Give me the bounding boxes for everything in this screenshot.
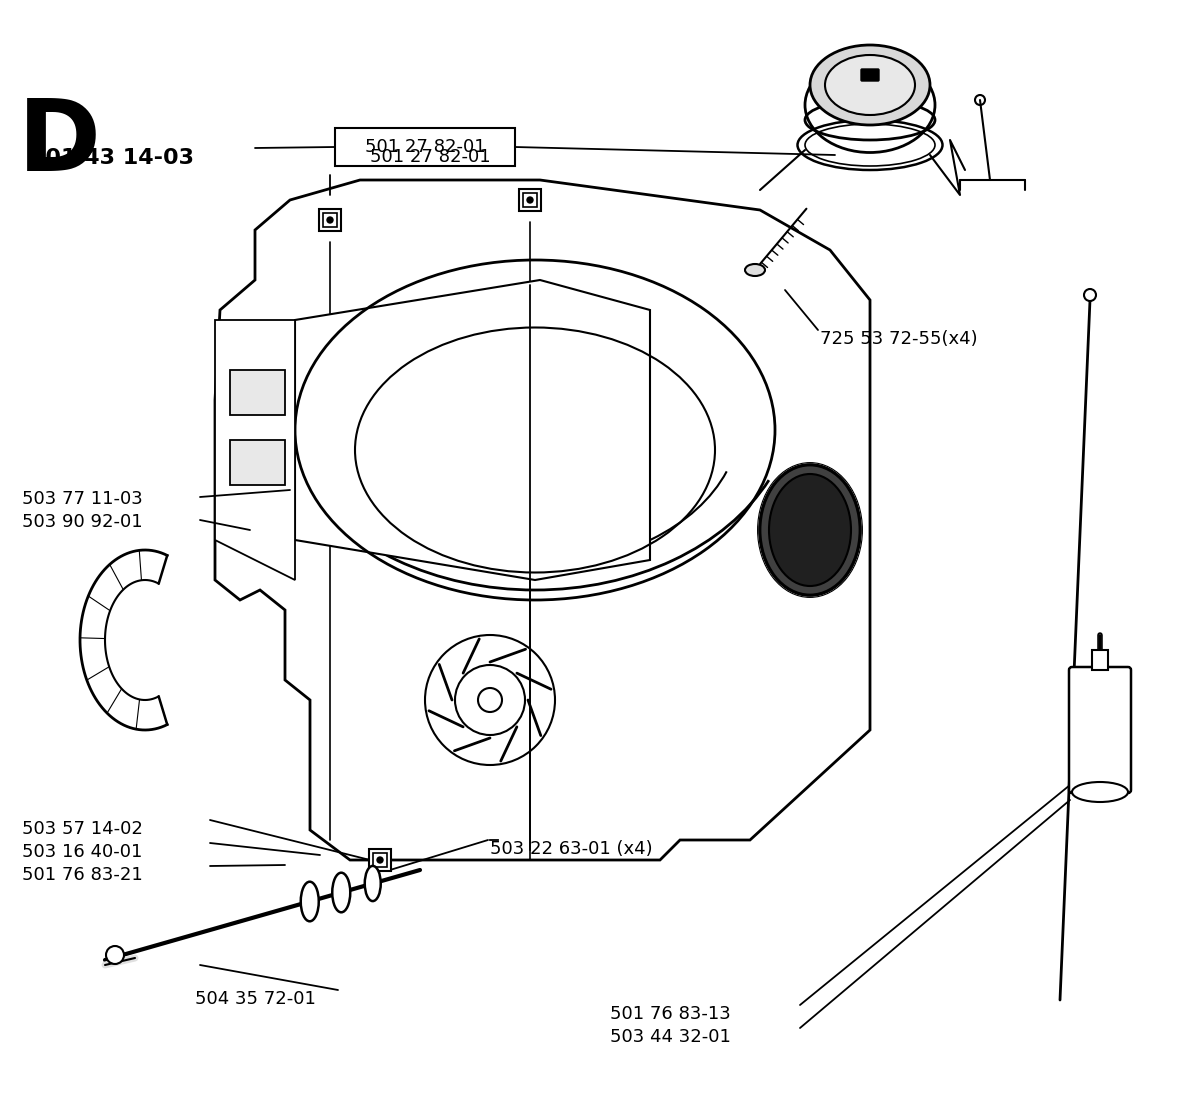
- Circle shape: [478, 688, 502, 712]
- Text: 501 76 83-13: 501 76 83-13: [610, 1006, 731, 1023]
- Text: 503 22 63-01 (x4): 503 22 63-01 (x4): [490, 840, 653, 857]
- Ellipse shape: [301, 882, 319, 922]
- Circle shape: [377, 857, 383, 863]
- Text: 501 27 82-01: 501 27 82-01: [365, 138, 485, 156]
- FancyBboxPatch shape: [523, 193, 538, 207]
- FancyBboxPatch shape: [373, 853, 386, 867]
- Ellipse shape: [826, 55, 916, 115]
- Ellipse shape: [810, 45, 930, 125]
- Polygon shape: [215, 320, 295, 580]
- Circle shape: [326, 217, 334, 223]
- Circle shape: [106, 946, 124, 964]
- FancyBboxPatch shape: [319, 209, 341, 231]
- Text: 503 44 32-01: 503 44 32-01: [610, 1028, 731, 1046]
- FancyBboxPatch shape: [370, 849, 391, 871]
- Text: 501 43 14-03: 501 43 14-03: [30, 148, 194, 168]
- Circle shape: [527, 197, 533, 203]
- FancyBboxPatch shape: [1092, 650, 1108, 670]
- Text: 503 16 40-01: 503 16 40-01: [22, 843, 143, 861]
- FancyBboxPatch shape: [230, 440, 286, 485]
- Polygon shape: [215, 180, 870, 860]
- Text: SELT•P.RU: SELT•P.RU: [430, 394, 731, 446]
- Ellipse shape: [769, 474, 851, 586]
- Text: 501 27 82-01: 501 27 82-01: [370, 148, 491, 166]
- FancyBboxPatch shape: [335, 128, 515, 166]
- Ellipse shape: [365, 866, 380, 901]
- Text: 503 77 11-03: 503 77 11-03: [22, 490, 143, 508]
- Ellipse shape: [805, 57, 935, 152]
- Text: 504 35 72-01: 504 35 72-01: [194, 990, 316, 1008]
- Ellipse shape: [1072, 782, 1128, 802]
- Circle shape: [1084, 290, 1096, 301]
- Ellipse shape: [745, 264, 766, 276]
- Polygon shape: [295, 280, 650, 580]
- Text: SELT•P.RU: SELT•P.RU: [430, 734, 731, 786]
- Text: 501 76 83-21: 501 76 83-21: [22, 866, 143, 884]
- Circle shape: [455, 665, 526, 735]
- Ellipse shape: [332, 873, 350, 913]
- Text: D: D: [18, 95, 101, 192]
- FancyBboxPatch shape: [323, 213, 337, 227]
- Text: 503 57 14-02: 503 57 14-02: [22, 820, 143, 838]
- Ellipse shape: [760, 465, 860, 594]
- FancyBboxPatch shape: [862, 69, 878, 81]
- Text: 725 53 72-55(x4): 725 53 72-55(x4): [820, 330, 978, 348]
- FancyBboxPatch shape: [230, 370, 286, 415]
- Text: 503 90 92-01: 503 90 92-01: [22, 513, 143, 532]
- FancyBboxPatch shape: [520, 189, 541, 211]
- FancyBboxPatch shape: [1069, 667, 1132, 793]
